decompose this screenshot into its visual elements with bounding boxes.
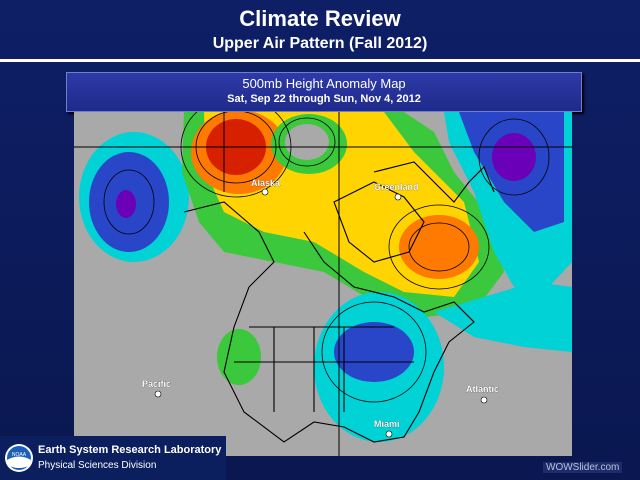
miami-marker [385,430,393,438]
title-divider [0,59,640,62]
atlantic-marker [480,396,488,404]
pacific-marker [154,390,162,398]
anomaly-neutral-pocket [285,124,329,160]
org-name: Earth System Research Laboratory [38,444,222,456]
alaska-label: Alaska [251,178,281,188]
slide-title: Climate Review [239,6,401,31]
anomaly-negative-east-us-core [334,322,414,382]
anomaly-negative-atlantic [434,282,572,352]
greenland-marker [394,193,402,201]
division-name: Physical Sciences Division [38,460,157,471]
anomaly-negative-west-max [116,190,136,218]
coastlines [183,161,495,443]
map-title: 500mb Height Anomaly Map [242,76,406,91]
alaska-marker [261,188,269,196]
anomaly-map: Alaska Greenland Pacific Atlantic Miami [74,112,572,456]
atlantic-label: Atlantic [466,384,499,394]
greenland-label: Greenland [374,182,419,192]
noaa-logo-icon: NOAA [5,444,33,472]
anomaly-negative-northeast-max [492,133,536,181]
map-header: 500mb Height Anomaly Map Sat, Sep 22 thr… [66,72,582,112]
pacific-label: Pacific [142,379,171,389]
grid-lines [74,112,572,456]
slide-subtitle: Upper Air Pattern (Fall 2012) [212,35,428,52]
watermark: WOWSlider.com [543,462,623,473]
city-markers: Alaska Greenland Pacific Atlantic Miami [142,178,499,438]
map-date-range: Sat, Sep 22 through Sun, Nov 4, 2012 [227,93,421,105]
svg-text:NOAA: NOAA [12,452,27,458]
anomaly-positive-west-us [217,329,261,385]
miami-label: Miami [374,419,400,429]
esrl-logo-panel: NOAA Earth System Research Laboratory Ph… [0,436,226,480]
